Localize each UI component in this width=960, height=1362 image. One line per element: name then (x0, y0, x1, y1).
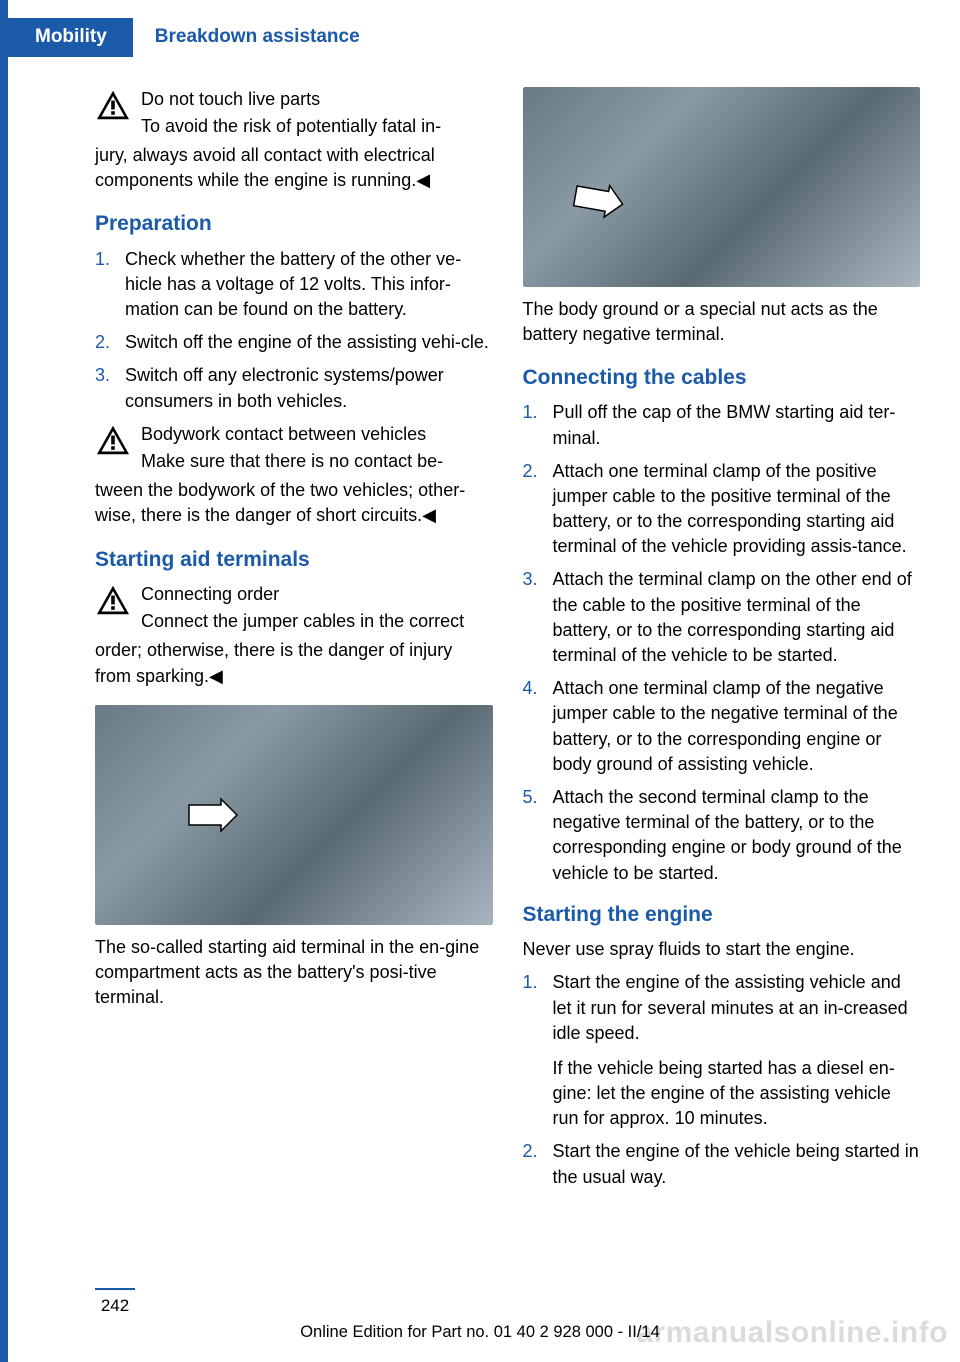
section-heading-terminals: Starting aid terminals (95, 545, 493, 574)
list-item: 1. Check whether the battery of the othe… (95, 247, 493, 323)
figure-positive-terminal (95, 705, 493, 925)
list-text-main: Start the engine of the assisting vehicl… (553, 972, 908, 1042)
list-item: 5. Attach the second terminal clamp to t… (523, 785, 921, 886)
list-text: Start the engine of the vehicle being st… (553, 1139, 921, 1189)
list-text: Switch off any electronic systems/power … (125, 363, 493, 413)
list-text: Attach one terminal clamp of the positiv… (553, 459, 921, 560)
warning-body: To avoid the risk of potentially fatal i… (141, 114, 493, 139)
warning-continuation: order; otherwise, there is the danger of… (95, 638, 493, 688)
page-edge-stripe (0, 0, 8, 1362)
figure-caption: The so-called starting aid terminal in t… (95, 935, 493, 1011)
section-intro: Never use spray fluids to start the engi… (523, 937, 921, 962)
list-text: Check whether the battery of the other v… (125, 247, 493, 323)
list-number: 5. (523, 785, 543, 886)
warning-icon (95, 584, 131, 616)
right-column: The body ground or a special nut acts as… (523, 87, 921, 1198)
warning-text: Connecting order Connect the jumper cabl… (141, 582, 493, 634)
list-text: Pull off the cap of the BMW starting aid… (553, 400, 921, 450)
list-text-extra: If the vehicle being started has a diese… (553, 1056, 921, 1132)
list-number: 4. (523, 676, 543, 777)
header-primary: Mobility (0, 18, 133, 57)
list-item: 3. Switch off any electronic systems/pow… (95, 363, 493, 413)
list-item: 3. Attach the terminal clamp on the othe… (523, 567, 921, 668)
warning-continuation: tween the bodywork of the two vehicles; … (95, 478, 493, 528)
list-number: 3. (95, 363, 115, 413)
warning-block: Connecting order Connect the jumper cabl… (95, 582, 493, 634)
section-heading-starting-engine: Starting the engine (523, 900, 921, 929)
figure-arrow-icon (570, 177, 627, 221)
warning-icon (95, 89, 131, 121)
list-item: 1. Start the engine of the assisting veh… (523, 970, 921, 1131)
content-area: Do not touch live parts To avoid the ris… (0, 75, 960, 1198)
figure-caption: The body ground or a special nut acts as… (523, 297, 921, 347)
list-item: 2. Start the engine of the vehicle being… (523, 1139, 921, 1189)
figure-negative-terminal (523, 87, 921, 287)
warning-continuation: jury, always avoid all contact with elec… (95, 143, 493, 193)
warning-title: Connecting order (141, 582, 493, 607)
list-item: 1. Pull off the cap of the BMW starting … (523, 400, 921, 450)
warning-icon (95, 424, 131, 456)
warning-body: Connect the jumper cables in the correct (141, 609, 493, 634)
list-text: Start the engine of the assisting vehicl… (553, 970, 921, 1131)
list-number: 2. (523, 1139, 543, 1189)
list-number: 2. (523, 459, 543, 560)
list-text: Attach the terminal clamp on the other e… (553, 567, 921, 668)
left-column: Do not touch live parts To avoid the ris… (95, 87, 493, 1198)
warning-title: Do not touch live parts (141, 87, 493, 112)
page-number: 242 (95, 1288, 135, 1318)
list-item: 4. Attach one terminal clamp of the nega… (523, 676, 921, 777)
figure-arrow-icon (187, 797, 239, 833)
warning-text: Bodywork contact between vehicles Make s… (141, 422, 493, 474)
warning-block: Do not touch live parts To avoid the ris… (95, 87, 493, 139)
warning-title: Bodywork contact between vehicles (141, 422, 493, 447)
list-item: 2. Switch off the engine of the assistin… (95, 330, 493, 355)
preparation-list: 1. Check whether the battery of the othe… (95, 247, 493, 414)
list-item: 2. Attach one terminal clamp of the posi… (523, 459, 921, 560)
section-heading-connecting: Connecting the cables (523, 363, 921, 392)
list-text: Attach one terminal clamp of the negativ… (553, 676, 921, 777)
starting-engine-list: 1. Start the engine of the assisting veh… (523, 970, 921, 1190)
header-secondary: Breakdown assistance (155, 24, 360, 51)
warning-text: Do not touch live parts To avoid the ris… (141, 87, 493, 139)
list-text: Switch off the engine of the assisting v… (125, 330, 493, 355)
watermark: armanualsonline.info (636, 1312, 948, 1354)
list-number: 3. (523, 567, 543, 668)
connecting-list: 1. Pull off the cap of the BMW starting … (523, 400, 921, 885)
list-number: 1. (523, 970, 543, 1131)
list-number: 1. (523, 400, 543, 450)
list-text: Attach the second terminal clamp to the … (553, 785, 921, 886)
section-heading-preparation: Preparation (95, 209, 493, 238)
warning-body: Make sure that there is no contact be‐ (141, 449, 493, 474)
page-header: Mobility Breakdown assistance (0, 0, 960, 75)
warning-block: Bodywork contact between vehicles Make s… (95, 422, 493, 474)
list-number: 1. (95, 247, 115, 323)
list-number: 2. (95, 330, 115, 355)
